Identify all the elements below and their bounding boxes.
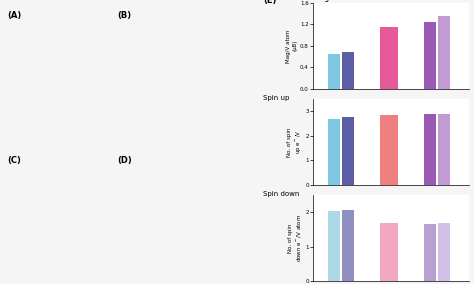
Bar [342,52,354,89]
Bar [424,22,436,89]
Bar [380,27,398,89]
Bar [438,114,450,185]
Text: (B): (B) [118,11,132,20]
Bar [328,119,340,185]
Bar [424,114,436,185]
Text: (D): (D) [118,156,132,165]
Bar [328,211,340,281]
Text: Spin up: Spin up [263,95,289,101]
Bar [342,118,354,185]
Bar [438,224,450,281]
Text: (E): (E) [263,0,276,5]
Bar [438,16,450,89]
Y-axis label: No. of spin
down e$^-$/V atom: No. of spin down e$^-$/V atom [289,214,302,262]
Bar [328,54,340,89]
Y-axis label: Mag/V atom
(μB): Mag/V atom (μB) [286,29,297,62]
Bar [424,224,436,281]
Text: (A): (A) [8,11,22,20]
Bar [380,115,398,185]
Y-axis label: No. of spin
up e$^-$/V: No. of spin up e$^-$/V [287,127,302,157]
Text: Spin down: Spin down [263,191,300,197]
Text: Magnetisation: Magnetisation [313,0,368,2]
Text: (C): (C) [8,156,22,165]
Bar [342,210,354,281]
Bar [380,223,398,281]
